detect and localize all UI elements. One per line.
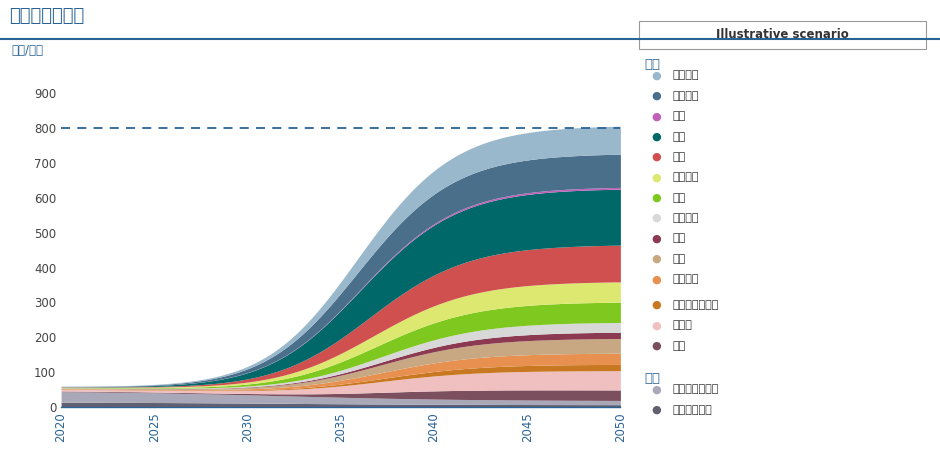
Text: ●: ● [651, 172, 661, 182]
Text: ●: ● [651, 91, 661, 101]
Text: 船運: 船運 [672, 131, 685, 142]
Text: ●: ● [651, 193, 661, 203]
Text: ●: ● [651, 300, 661, 310]
Text: 其他應用: 其他應用 [672, 213, 698, 223]
Text: 氫能源下游需求: 氫能源下游需求 [9, 7, 85, 25]
Text: ●: ● [651, 254, 661, 264]
Text: ●: ● [651, 384, 661, 394]
Text: 綠氫: 綠氫 [644, 58, 660, 71]
Text: ●: ● [651, 152, 661, 162]
Text: ●: ● [651, 405, 661, 415]
Text: 甲醇: 甲醇 [672, 341, 685, 351]
Text: Illustrative scenario: Illustrative scenario [716, 28, 849, 41]
Text: ●: ● [651, 320, 661, 331]
Text: ●: ● [651, 213, 661, 223]
Text: 輕型運輸: 輕型運輸 [672, 70, 698, 81]
Text: ●: ● [651, 233, 661, 244]
Text: 高附加值化學品: 高附加值化學品 [672, 300, 718, 310]
Text: （噸/年）: （噸/年） [11, 44, 43, 57]
Text: 合成氨: 合成氨 [672, 320, 692, 331]
Text: 煉化（灰氫）: 煉化（灰氫） [672, 405, 712, 415]
Text: 鋼鐵: 鋼鐵 [672, 254, 685, 264]
Text: 合成氨（灰氫）: 合成氨（灰氫） [672, 384, 718, 394]
Text: ●: ● [651, 341, 661, 351]
Text: ●: ● [651, 131, 661, 142]
Text: 灰氫: 灰氫 [644, 372, 660, 385]
Text: 建築取暖: 建築取暖 [672, 172, 698, 182]
Text: 重型運輸: 重型運輸 [672, 91, 698, 101]
Text: 化工能源: 化工能源 [672, 274, 698, 284]
Text: ●: ● [651, 274, 661, 284]
Text: 水泥: 水泥 [672, 233, 685, 244]
Text: ●: ● [651, 70, 661, 81]
Text: 鐵路: 鐵路 [672, 111, 685, 121]
Text: 電力: 電力 [672, 193, 685, 203]
Text: 航空: 航空 [672, 152, 685, 162]
Text: ●: ● [651, 111, 661, 121]
